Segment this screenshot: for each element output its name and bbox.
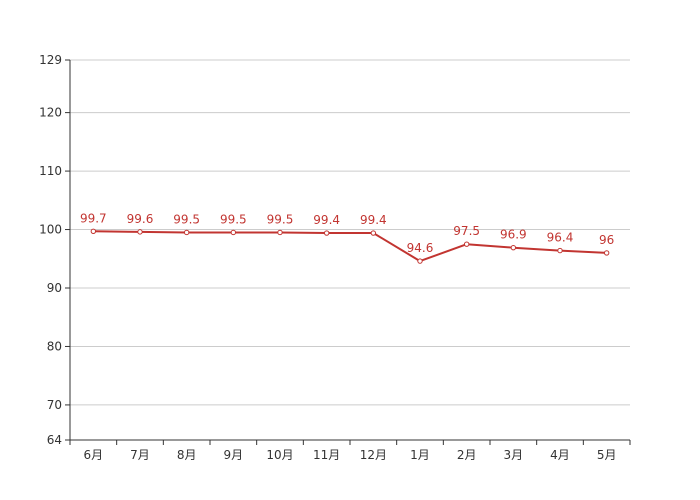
y-tick-label: 90 — [47, 281, 62, 295]
x-tick-label: 12月 — [360, 448, 387, 462]
x-tick-label: 10月 — [266, 448, 293, 462]
series-line — [93, 230, 607, 263]
data-point — [323, 230, 330, 236]
x-tick-label: 7月 — [130, 448, 150, 462]
data-point — [463, 241, 470, 247]
y-tick-label: 100 — [39, 223, 62, 237]
data-point — [90, 228, 97, 234]
data-label: 96.9 — [500, 228, 527, 242]
data-point — [137, 229, 143, 235]
data-label: 96 — [599, 233, 614, 247]
x-tick-label: 9月 — [224, 448, 244, 462]
x-tick-label: 5月 — [597, 448, 617, 462]
axis-layer: 64 70 80 90 100 110 120 129 6月 7月 8月 9月 10月 11月 12月 1月 2… — [39, 53, 631, 462]
data-point — [277, 229, 283, 236]
points-layer — [90, 228, 610, 264]
data-label: 94.6 — [407, 241, 434, 255]
data-label: 99.5 — [173, 212, 200, 226]
data-point — [557, 247, 563, 254]
y-tick-label: 120 — [39, 106, 62, 120]
grid-layer — [70, 59, 630, 406]
x-tick-label: 3月 — [504, 448, 524, 462]
data-label: 99.4 — [360, 213, 387, 227]
data-point — [370, 230, 377, 236]
y-tick-label: 129 — [39, 53, 62, 67]
y-tick-label: 80 — [47, 339, 62, 353]
series-layer — [93, 230, 607, 263]
y-tick-label: 70 — [47, 398, 62, 412]
x-tick-label: 11月 — [313, 448, 340, 462]
data-point — [510, 244, 517, 251]
data-label: 97.5 — [453, 224, 480, 238]
x-tick-label: 2月 — [457, 448, 477, 462]
data-point — [603, 250, 610, 256]
data-label: 99.5 — [267, 212, 294, 226]
x-tick-label: 1月 — [410, 448, 430, 462]
y-tick-label: 64 — [47, 433, 62, 447]
y-tick-label: 110 — [39, 164, 62, 178]
data-point — [183, 229, 190, 236]
x-tick-label: 4月 — [550, 448, 570, 462]
x-tick-label: 8月 — [177, 448, 197, 462]
data-label: 99.5 — [220, 212, 247, 226]
data-label: 99.4 — [313, 213, 340, 227]
data-label: 96.4 — [547, 231, 574, 245]
data-label: 99.6 — [127, 212, 154, 226]
x-tick-label: 6月 — [84, 448, 104, 462]
data-labels-layer: 99.7 99.6 99.5 99.5 99.5 99.4 99.4 94.6 97.5 96.9… — [80, 211, 614, 255]
data-point — [417, 258, 423, 264]
data-point — [230, 229, 237, 236]
data-label: 99.7 — [80, 211, 107, 225]
